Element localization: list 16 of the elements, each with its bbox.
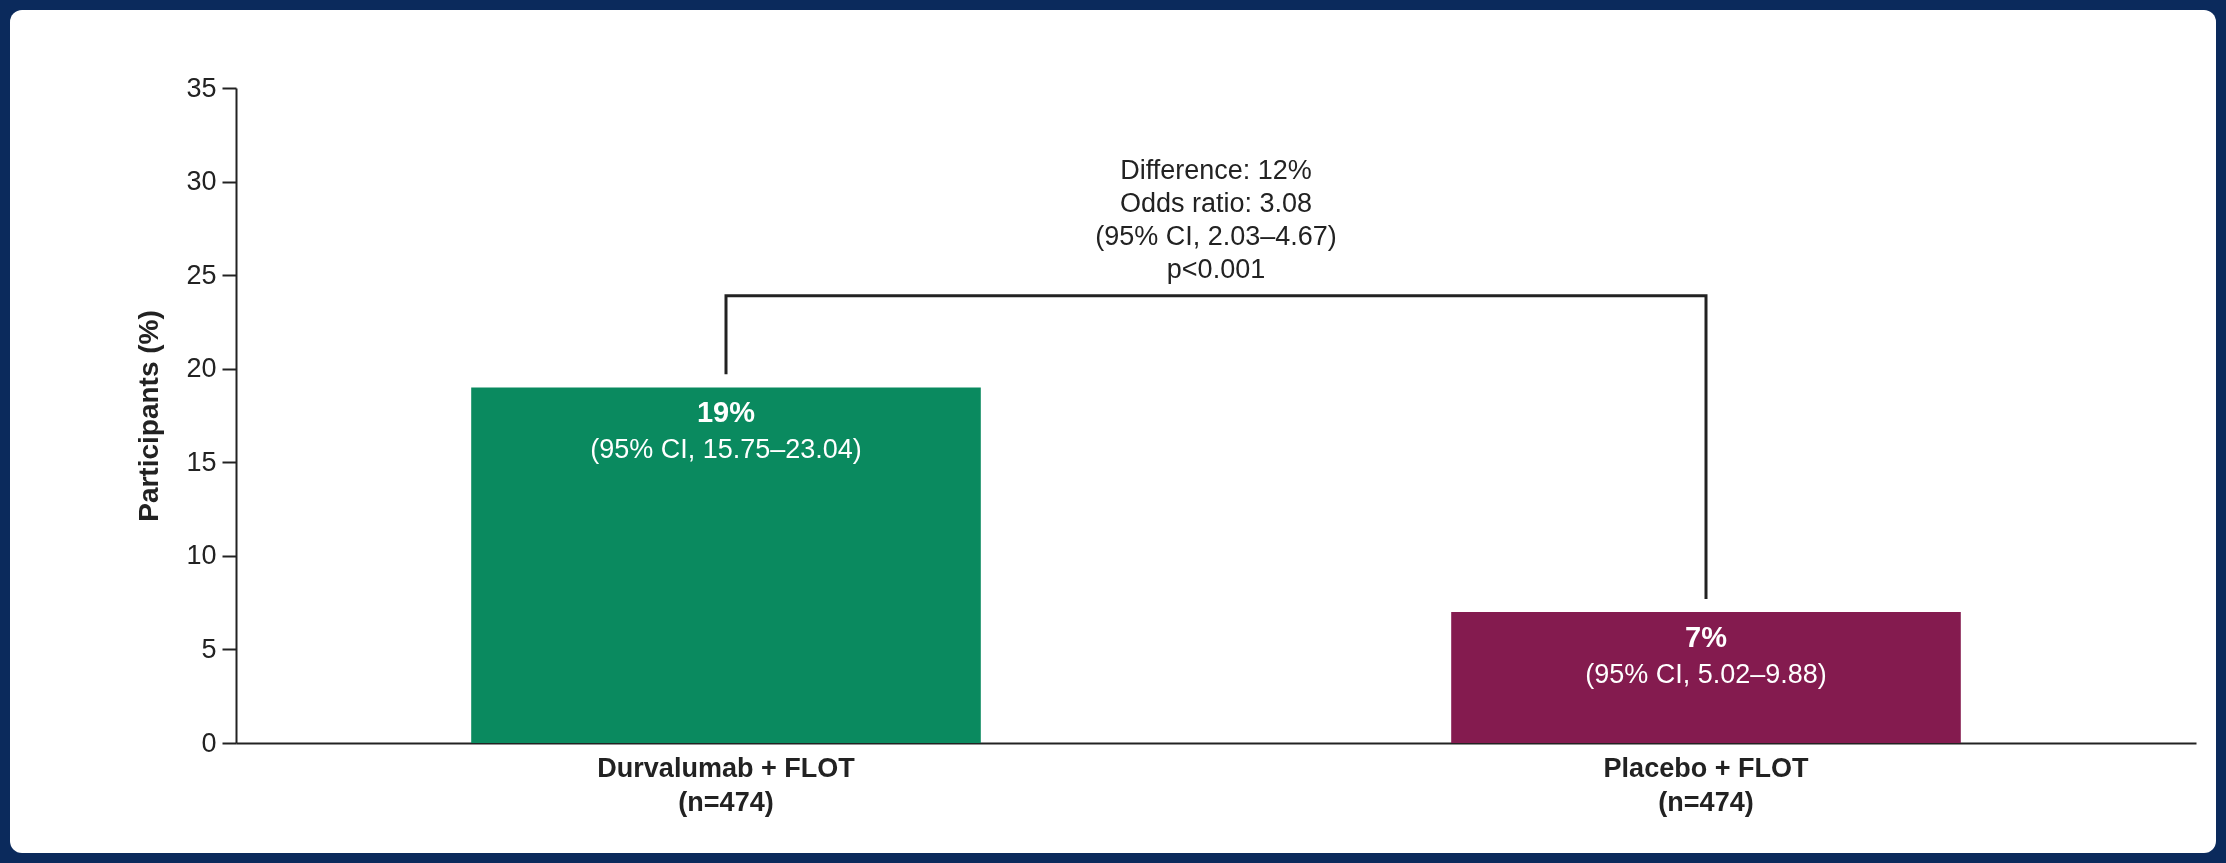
x-tick-label: Placebo + FLOT (n=474) <box>1603 752 1809 817</box>
y-tick-label: 15 <box>186 446 217 477</box>
y-tick-label: 0 <box>201 727 217 758</box>
data-label: 19% <box>696 396 756 429</box>
annotation: (95% CI, 15.75–23.04) <box>590 434 862 465</box>
y-tick-label: 20 <box>186 353 217 384</box>
y-tick-label: 10 <box>186 540 217 571</box>
y-axis-title: Participants (%) <box>133 310 165 522</box>
annotation: Difference: 12% Odds ratio: 3.08 (95% CI, 2.03–4.67) p<0.001 <box>1095 154 1337 284</box>
y-tick-label: 5 <box>201 633 217 664</box>
annotation: (95% CI, 5.02–9.88) <box>1585 659 1827 689</box>
y-tick-label: 25 <box>186 259 217 290</box>
y-tick-label: 35 <box>186 72 217 103</box>
x-tick-label: Durvalumab + FLOT (n=474) <box>597 752 856 817</box>
y-tick-label: 30 <box>186 166 217 197</box>
data-label: 7% <box>1685 621 1728 653</box>
